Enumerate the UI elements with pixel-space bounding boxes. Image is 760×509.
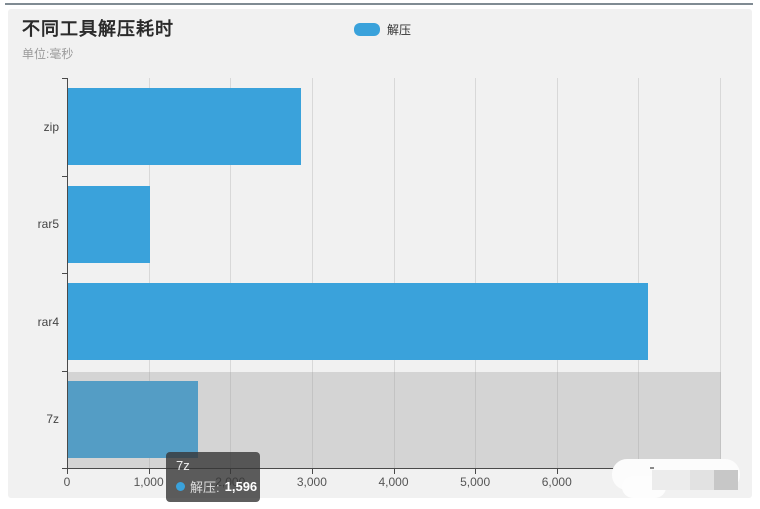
x-axis-tick-6000 <box>556 469 558 474</box>
bar-rar5[interactable] <box>68 185 150 263</box>
bar-zip[interactable] <box>68 88 301 165</box>
gridline-8000 <box>720 78 721 468</box>
y-axis-tick <box>62 175 67 177</box>
y-axis-label-zip: zip <box>43 119 59 134</box>
chart-title: 不同工具解压耗时 <box>22 19 174 39</box>
tooltip-value: 1,596 <box>224 479 258 494</box>
x-axis-tick-0 <box>67 469 68 474</box>
bar-7z[interactable] <box>68 380 199 458</box>
legend-label[interactable]: 解压 <box>387 23 412 37</box>
hover-highlight-band <box>68 371 721 468</box>
y-axis-tick <box>62 370 67 372</box>
gridline-3000 <box>311 78 313 468</box>
x-axis-line <box>67 468 721 469</box>
x-axis-label-3000: 3,000 <box>296 475 327 489</box>
tooltip-series-label: 解压: <box>190 480 220 495</box>
y-axis-tick <box>62 468 67 469</box>
y-axis-label-7z: 7z <box>46 412 59 427</box>
gridline-5000 <box>475 78 477 468</box>
x-axis-label-5000: 5,000 <box>460 475 491 489</box>
x-axis-tick-4000 <box>393 469 395 474</box>
smudge-blob <box>690 470 716 490</box>
x-axis-tick-1000 <box>148 469 150 474</box>
y-axis-label-rar5: rar5 <box>37 217 59 232</box>
x-axis-tick-5000 <box>475 469 477 474</box>
window-top-border <box>5 3 753 5</box>
x-axis-label-1000: 1,000 <box>133 475 164 489</box>
x-axis-label-6000: 6,000 <box>541 475 572 489</box>
y-axis-tick <box>62 78 67 79</box>
chart-unit-label: 单位:毫秒 <box>22 47 74 61</box>
smudge-blob <box>714 470 738 490</box>
x-axis-tick-3000 <box>311 469 313 474</box>
x-axis-label-0: 0 <box>63 475 71 489</box>
bar-rar4[interactable] <box>68 283 648 360</box>
y-axis-line <box>67 78 68 469</box>
gridline-1000 <box>148 78 150 468</box>
gridline-4000 <box>393 78 395 468</box>
gridline-2000 <box>230 78 232 468</box>
legend-marker-icon[interactable] <box>354 23 380 36</box>
tooltip-series-dot-icon <box>176 482 185 491</box>
x-axis-label-4000: 4,000 <box>378 475 409 489</box>
gridline-6000 <box>556 78 558 468</box>
gridline-7000 <box>638 78 640 468</box>
tooltip-series-row: 解压: 1,596 <box>176 477 257 496</box>
smudge-speck <box>650 467 654 469</box>
legend-item-decompress[interactable]: 解压 <box>354 21 411 38</box>
tooltip: 7z 解压: 1,596 <box>166 452 260 502</box>
y-axis-tick <box>62 273 67 274</box>
tooltip-category: 7z <box>176 458 190 473</box>
y-axis-label-rar4: rar4 <box>37 314 59 329</box>
